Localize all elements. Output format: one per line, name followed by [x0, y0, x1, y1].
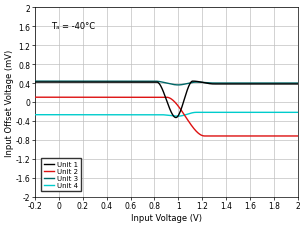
X-axis label: Input Voltage (V): Input Voltage (V) [131, 213, 202, 222]
Y-axis label: Input Offset Voltage (mV): Input Offset Voltage (mV) [5, 49, 14, 156]
Text: Tₐ = -40°C: Tₐ = -40°C [51, 22, 95, 30]
Legend: Unit 1, Unit 2, Unit 3, Unit 4: Unit 1, Unit 2, Unit 3, Unit 4 [41, 159, 81, 191]
